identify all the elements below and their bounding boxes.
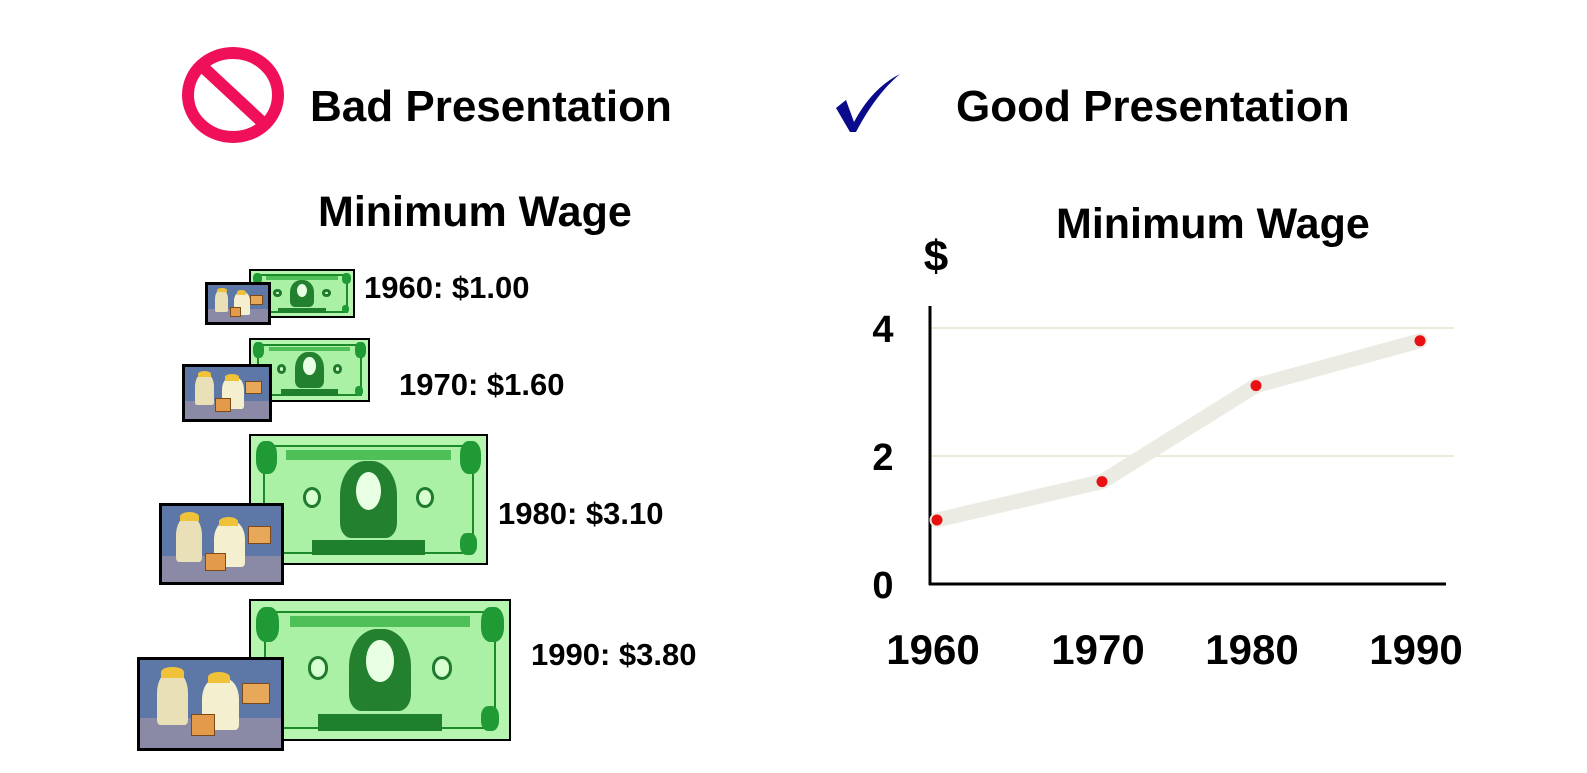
data-point	[1250, 380, 1262, 392]
y-tick-label: 4	[872, 309, 893, 351]
checkmark-icon	[832, 70, 904, 136]
data-point	[1414, 335, 1426, 347]
workers-image-1980	[159, 503, 284, 585]
workers-image-1960	[205, 282, 271, 325]
wage-label-1990: 1990: $3.80	[531, 637, 697, 672]
x-tick-label: 1990	[1369, 626, 1462, 673]
dollar-bill-1980	[249, 434, 488, 565]
workers-image-1970	[182, 364, 272, 422]
wage-label-1960: 1960: $1.00	[364, 270, 530, 305]
x-tick-label: 1960	[886, 626, 979, 673]
good-chart-title: Minimum Wage	[1056, 200, 1370, 248]
workers-image-1990	[137, 657, 284, 751]
wage-label-1980: 1980: $3.10	[498, 496, 664, 531]
x-tick-label: 1980	[1205, 626, 1298, 673]
y-axis-label: $	[924, 232, 948, 281]
series-line	[929, 333, 1428, 528]
prohibited-icon	[180, 46, 286, 144]
good-presentation-heading: Good Presentation	[956, 82, 1350, 131]
wage-label-1970: 1970: $1.60	[399, 367, 565, 402]
bad-chart-title: Minimum Wage	[318, 188, 632, 236]
y-tick-label: 2	[872, 437, 893, 479]
y-tick-label: 0	[872, 565, 893, 607]
x-tick-label: 1970	[1051, 626, 1144, 673]
dollar-bill-1990	[249, 599, 511, 741]
bad-presentation-heading: Bad Presentation	[310, 82, 672, 131]
data-point	[1096, 476, 1108, 488]
data-point	[931, 514, 943, 526]
